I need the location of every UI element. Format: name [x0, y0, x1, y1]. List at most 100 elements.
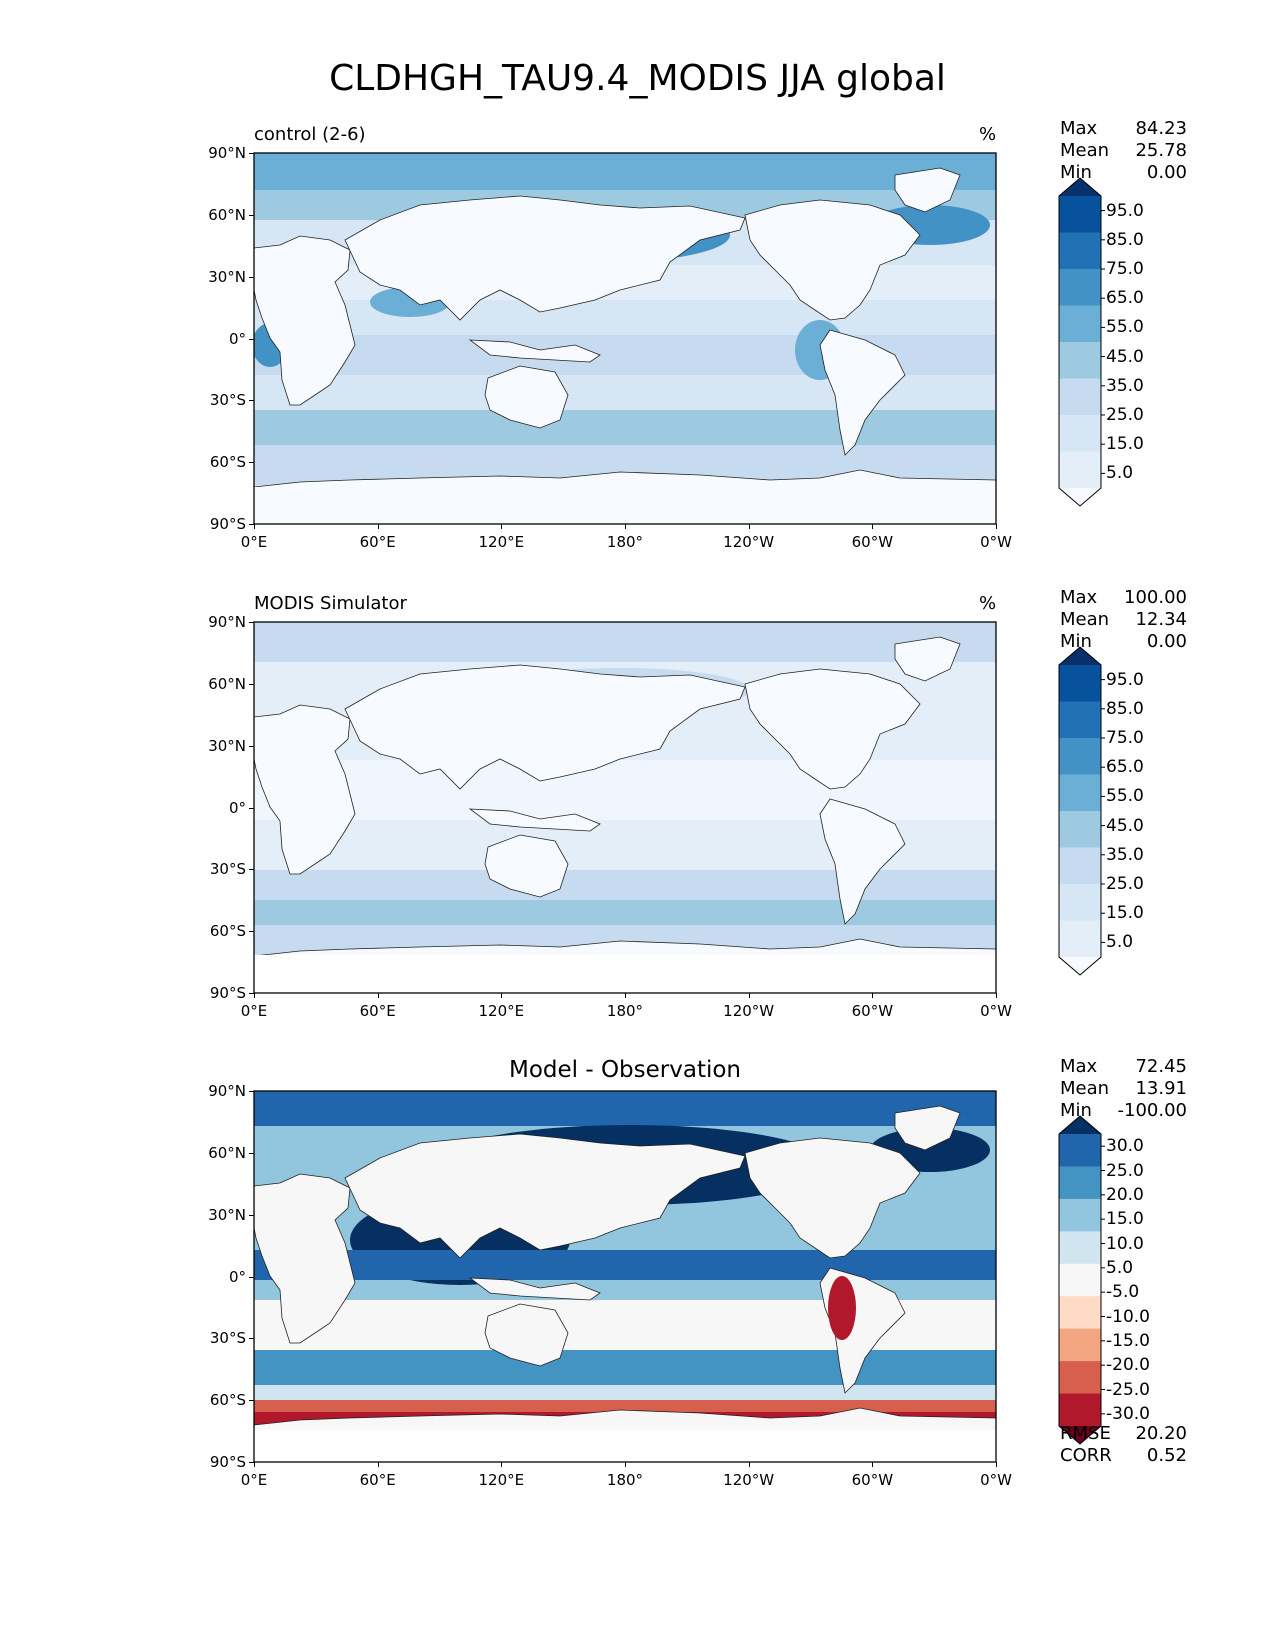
field-modis — [254, 622, 996, 993]
lon-tick-label: 60°E — [359, 533, 396, 551]
stat-label: Max — [1060, 1056, 1098, 1077]
colorbar-outline — [1058, 177, 1102, 507]
colorbar-tick-label: 5.0 — [1106, 1257, 1134, 1278]
colorbar-tick-label: 30.0 — [1106, 1136, 1144, 1157]
colorbar-tick-label: 25.0 — [1106, 1160, 1144, 1181]
colorbar-segment — [1059, 1166, 1101, 1200]
lat-tick-mark — [249, 622, 254, 623]
stat-value: -100.00 — [1117, 1100, 1187, 1121]
lat-tick-mark — [249, 1091, 254, 1092]
stat-label: Max — [1060, 118, 1098, 139]
lon-tick-label: 60°W — [851, 1002, 894, 1020]
lat-tick-label: 30°S — [209, 1329, 246, 1348]
lon-tick-label: 120°W — [723, 1471, 775, 1489]
lon-tick-label: 60°W — [851, 1471, 894, 1489]
lon-tick-label: 180° — [606, 533, 644, 551]
lat-tick-mark — [249, 1462, 254, 1463]
lon-tick-mark — [872, 993, 874, 998]
colorbar-tick-label: 75.0 — [1106, 728, 1144, 748]
lat-tick-mark — [249, 745, 254, 747]
lon-tick-mark — [748, 524, 750, 529]
colorbar-tick-label: 45.0 — [1106, 815, 1144, 836]
stat-label: Min — [1060, 631, 1092, 652]
colorbar-segment — [1059, 1263, 1101, 1297]
colorbar-segment — [1059, 269, 1101, 306]
stat-value: 84.23 — [1135, 118, 1187, 139]
lat-tick-mark — [249, 683, 254, 685]
field-control — [254, 153, 996, 524]
colorbar-segment — [1059, 1361, 1101, 1395]
panel-left-title: MODIS Simulator — [254, 593, 407, 614]
lon-tick-mark — [254, 1462, 255, 1467]
colorbar-tick-label: 85.0 — [1106, 229, 1144, 250]
lon-tick-label: 0°W — [980, 1471, 1012, 1489]
colorbar-segment — [1059, 1393, 1101, 1427]
lat-tick-mark — [249, 524, 254, 525]
lat-tick-mark — [249, 931, 254, 933]
lon-tick-label: 0°E — [240, 1002, 268, 1020]
colorbar-segment — [1059, 1198, 1101, 1232]
stat-value: 0.00 — [1146, 631, 1187, 652]
colorbar-tick-label: 35.0 — [1106, 375, 1144, 396]
colorbar — [1058, 177, 1105, 507]
lon-tick-mark — [501, 1462, 503, 1467]
colorbar-tick-label: 25.0 — [1106, 405, 1144, 425]
lat-tick-label: 30°S — [209, 860, 246, 879]
stat-label: Mean — [1060, 1078, 1110, 1099]
colorbar-segment — [1059, 1134, 1101, 1167]
panel-center-title: Model - Observation — [508, 1057, 742, 1083]
figure-title: CLDHGH_TAU9.4_MODIS JJA global — [329, 58, 946, 99]
lat-tick-label: 0° — [228, 1267, 246, 1286]
colorbar-segment — [1059, 1328, 1101, 1362]
colorbar-tick-label: 15.0 — [1106, 434, 1144, 455]
stat-value: 100.00 — [1124, 587, 1187, 608]
metric-value: 0.52 — [1146, 1445, 1187, 1466]
lon-tick-mark — [872, 1462, 874, 1467]
lon-tick-label: 0°W — [980, 1002, 1012, 1020]
panel-units: % — [979, 124, 997, 145]
stat-label: Mean — [1060, 140, 1110, 161]
colorbar-segment — [1059, 232, 1101, 270]
stat-value: 13.91 — [1135, 1078, 1187, 1099]
lat-tick-label: 60°S — [209, 1391, 246, 1410]
colorbar-extend-max — [1059, 178, 1101, 196]
lat-tick-label: 30°S — [209, 391, 246, 410]
colorbar-extend-max — [1059, 1116, 1101, 1134]
lat-tick-label: 90°S — [209, 515, 246, 533]
lat-tick-mark — [249, 400, 254, 402]
lat-tick-label: 90°S — [209, 984, 246, 1002]
lat-tick-mark — [249, 462, 254, 464]
colorbar-tick-label: -20.0 — [1106, 1355, 1150, 1376]
lat-tick-label: 60°N — [208, 1143, 246, 1162]
colorbar — [1058, 1115, 1105, 1445]
colorbar-segment — [1059, 665, 1101, 702]
colorbar-tick-label: 10.0 — [1106, 1233, 1144, 1254]
lon-tick-mark — [748, 993, 750, 998]
lon-tick-label: 180° — [606, 1002, 644, 1020]
colorbar-segment — [1059, 847, 1101, 885]
colorbar-tick-label: 15.0 — [1106, 1209, 1144, 1230]
colorbar-segment — [1059, 701, 1101, 739]
lon-tick-mark — [254, 993, 255, 998]
lat-tick-label: 90°N — [208, 613, 246, 631]
lat-tick-mark — [249, 993, 254, 994]
lon-tick-mark — [377, 524, 379, 529]
lon-tick-label: 120°E — [478, 1471, 525, 1489]
lon-tick-mark — [501, 993, 503, 998]
lon-tick-label: 180° — [606, 1471, 644, 1489]
colorbar-tick-label: 55.0 — [1106, 786, 1144, 807]
stat-label: Min — [1060, 1100, 1092, 1121]
field-difference — [254, 1091, 996, 1462]
lat-tick-mark — [249, 1276, 254, 1278]
colorbar-segment — [1059, 811, 1101, 848]
colorbar-extend-min — [1059, 957, 1101, 975]
lon-tick-label: 120°E — [478, 533, 525, 551]
stat-label: Max — [1060, 587, 1098, 608]
lat-tick-label: 90°N — [208, 144, 246, 162]
colorbar-tick-label: -15.0 — [1106, 1330, 1150, 1351]
colorbar-tick-label: 65.0 — [1106, 288, 1144, 309]
lon-tick-label: 0°E — [240, 533, 268, 551]
colorbar-tick-label: 75.0 — [1106, 259, 1144, 279]
lat-tick-label: 0° — [228, 329, 246, 348]
lon-tick-label: 120°E — [478, 1002, 525, 1020]
